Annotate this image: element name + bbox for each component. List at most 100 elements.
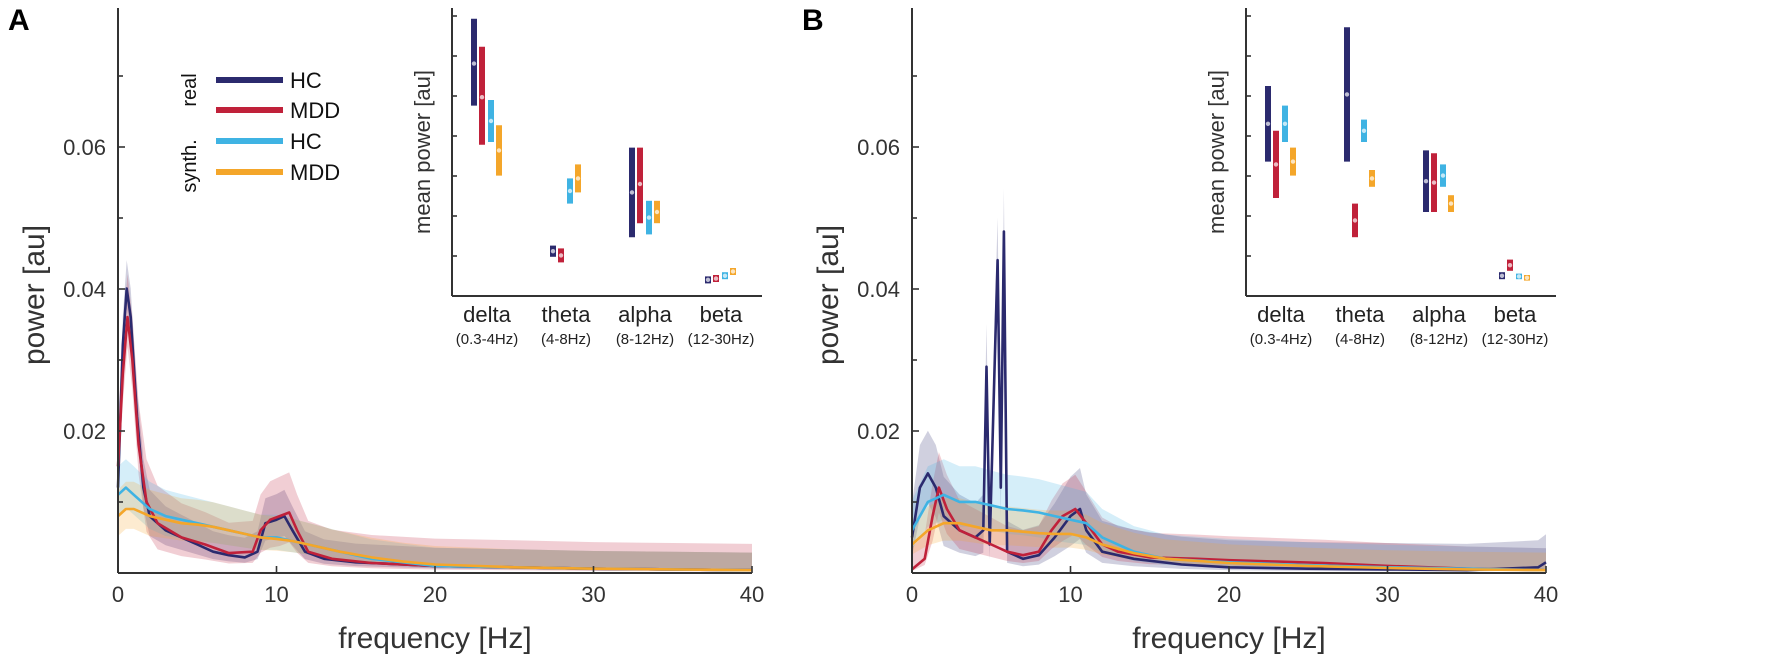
panel-b-y-ticks — [912, 75, 919, 503]
panel-a-inset-mean-real-hc-alpha — [629, 190, 635, 195]
panel-a-inset-y-ticks — [452, 15, 457, 257]
panel-a-inset-range-delta: (0.3-4Hz) — [456, 331, 519, 348]
panel-b-inset-category-beta: beta — [1494, 302, 1538, 327]
legend-label-synth-mdd: MDD — [290, 160, 340, 185]
panel-a-bands — [118, 260, 752, 572]
panel-b-y-tick-labels: 0.02 0.04 0.06 — [857, 135, 900, 444]
panel-b-band-synth-hc — [912, 459, 1546, 572]
panel-b-lines — [910, 230, 1547, 572]
panel-a-inset-mean-synth-mdd-beta — [730, 269, 736, 274]
panel-b-inset-range-delta: (0.3-4Hz) — [1250, 331, 1313, 348]
panel-a-inset-mean-real-mdd-beta — [713, 276, 719, 281]
panel-b-inset-mean-synth-mdd-delta — [1290, 159, 1296, 164]
panel-b-inset-y-axis-title: mean power [au] — [1204, 70, 1229, 234]
panel-a-inset-category-alpha: alpha — [618, 302, 673, 327]
panel-b-letter: B — [802, 4, 824, 37]
panel-b-line-synth-mdd — [911, 521, 1547, 572]
panel-b-inset-range-theta: (4-8Hz) — [1335, 331, 1385, 348]
panel-b-inset-mean-real-mdd-theta — [1352, 218, 1358, 223]
panel-b-band-real-mdd — [912, 452, 1546, 572]
panel-b-inset-category-alpha: alpha — [1412, 302, 1467, 327]
panel-b-inset-mean-real-hc-delta — [1265, 121, 1271, 127]
panel-a-inset-mean-synth-hc-theta — [567, 188, 573, 194]
panel-a-y-ticks — [118, 75, 125, 503]
panel-a-line-synth-mdd — [117, 507, 753, 572]
panel-b-line-real-mdd — [911, 486, 1547, 572]
panel-a-inset-mean-synth-mdd-theta — [575, 176, 581, 181]
panel-b-inset-mean-real-hc-theta — [1344, 92, 1350, 97]
panel-a-inset-mean-synth-mdd-alpha — [654, 209, 660, 215]
panel-b-x-tick-label-2: 20 — [1217, 582, 1241, 607]
panel-b-inset-category-theta: theta — [1336, 302, 1386, 327]
panel-a-inset-mean-real-mdd-delta — [479, 95, 485, 100]
panel-a-x-tick-label-0: 0 — [112, 582, 124, 607]
panel-a: A 0 10 20 30 40 0.02 — [8, 4, 764, 655]
panel-b-x-ticks — [911, 566, 1547, 573]
panel-b-x-tick-labels: 0 10 20 30 40 — [906, 582, 1558, 607]
panel-a-band-synth-mdd — [118, 481, 752, 572]
panel-a-inset-mean-real-hc-beta — [705, 277, 711, 282]
panel-a-band-real-mdd — [118, 274, 752, 572]
panel-a-inset-mean-synth-hc-delta — [488, 118, 494, 124]
panel-b-y-tick-label-2: 0.06 — [857, 135, 900, 160]
panel-b-line-real-hc — [910, 230, 1547, 572]
panel-b-inset-category-delta: delta — [1257, 302, 1305, 327]
legend-label-real-hc: HC — [290, 68, 322, 93]
panel-a-x-ticks — [117, 566, 753, 573]
panel-b-inset-bars — [1265, 27, 1530, 281]
panel-a-legend: real synth. HC MDD HC MDD — [179, 68, 340, 193]
panel-a-inset-mean-real-mdd-theta — [558, 253, 564, 258]
legend-group-real: real — [179, 73, 201, 106]
panel-a-y-tick-label-0: 0.02 — [63, 419, 106, 444]
panel-a-inset-category-beta: beta — [700, 302, 744, 327]
panel-b-inset-mean-real-hc-alpha — [1423, 179, 1429, 184]
panel-a-inset-y-axis-title: mean power [au] — [410, 70, 435, 234]
panel-b-y-axis-title: power [au] — [812, 225, 845, 365]
panel-b-inset: mean power [au] delta (0.3-4Hz) theta (4… — [1204, 8, 1556, 348]
panel-a-inset-mean-synth-mdd-delta — [496, 148, 502, 153]
panel-a-band-real-hc — [118, 260, 752, 572]
panel-b-inset-mean-synth-mdd-beta — [1524, 275, 1530, 280]
panel-b-inset-mean-real-mdd-alpha — [1431, 180, 1437, 185]
panel-a-inset-mean-real-hc-theta — [550, 249, 556, 254]
panel-a-y-tick-label-2: 0.06 — [63, 135, 106, 160]
panel-a-letter: A — [8, 4, 30, 37]
panel-b-x-tick-label-3: 30 — [1375, 582, 1399, 607]
panel-b-inset-mean-synth-mdd-alpha — [1448, 201, 1454, 206]
panel-a-x-tick-label-1: 10 — [264, 582, 288, 607]
panel-a-inset-range-beta: (12-30Hz) — [688, 331, 755, 348]
panel-a-x-tick-labels: 0 10 20 30 40 — [112, 582, 764, 607]
panel-a-y-axis-title: power [au] — [18, 225, 51, 365]
panel-b-inset-mean-synth-mdd-theta — [1369, 176, 1375, 181]
panel-b-x-tick-label-4: 40 — [1534, 582, 1558, 607]
panel-a-x-tick-label-3: 30 — [581, 582, 605, 607]
panel-a-inset-mean-real-hc-delta — [471, 61, 477, 66]
panel-a-inset-range-alpha: (8-12Hz) — [616, 331, 674, 348]
panel-a-x-tick-label-4: 40 — [740, 582, 764, 607]
panel-a-band-synth-hc — [118, 459, 752, 572]
panel-a-inset-category-theta: theta — [542, 302, 592, 327]
panel-b-inset-mean-real-mdd-delta — [1273, 162, 1279, 167]
legend-label-real-mdd: MDD — [290, 98, 340, 123]
panel-a-y-tick-labels: 0.02 0.04 0.06 — [63, 135, 106, 444]
panel-a-x-axis-title: frequency [Hz] — [338, 622, 531, 655]
legend-group-synth: synth. — [179, 139, 201, 192]
legend-label-synth-hc: HC — [290, 129, 322, 154]
panel-b-x-tick-label-0: 0 — [906, 582, 918, 607]
panel-b: B 0 10 20 30 40 0.02 — [802, 4, 1558, 655]
panel-b-inset-range-alpha: (8-12Hz) — [1410, 331, 1468, 348]
panel-a-x-tick-label-2: 20 — [423, 582, 447, 607]
panel-b-inset-mean-synth-hc-beta — [1516, 274, 1522, 279]
panel-a-inset-mean-synth-hc-alpha — [646, 215, 652, 220]
panel-a-lines — [116, 287, 753, 572]
panel-a-inset-mean-synth-hc-beta — [722, 273, 728, 278]
panel-b-inset-mean-synth-hc-alpha — [1440, 173, 1446, 178]
panel-a-inset-range-theta: (4-8Hz) — [541, 331, 591, 348]
panel-b-x-axis-title: frequency [Hz] — [1132, 622, 1325, 655]
panel-a-inset-bars — [471, 18, 736, 284]
panel-b-x-tick-label-1: 10 — [1058, 582, 1082, 607]
panel-b-inset-mean-synth-hc-delta — [1282, 121, 1288, 127]
panel-a-inset-mean-real-mdd-alpha — [637, 181, 643, 187]
panel-b-inset-mean-real-mdd-beta — [1507, 263, 1513, 268]
